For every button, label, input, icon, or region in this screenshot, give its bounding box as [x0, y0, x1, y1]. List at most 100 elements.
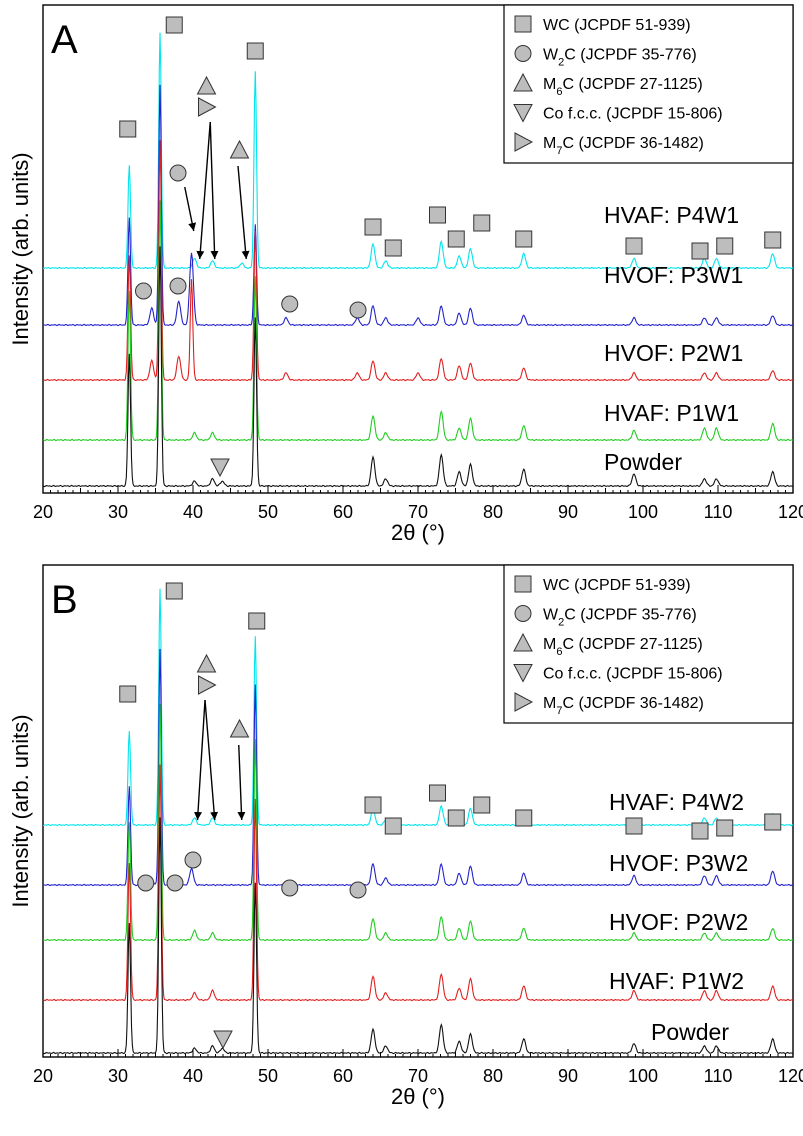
wc-square-marker [764, 231, 782, 249]
m6c-triangle-marker [513, 632, 533, 652]
m7c3-triangle-marker [514, 132, 534, 152]
x-axis-label: 2θ (°) [391, 520, 445, 545]
legend-entry-label: M7C (JCPDF 36-1482) [543, 695, 704, 717]
series-line [43, 588, 794, 827]
wc-square-marker [514, 15, 532, 33]
wc-square-marker [165, 16, 183, 34]
series-line [42, 246, 794, 488]
x-tick-label: 20 [33, 1066, 53, 1086]
w2c-circle-marker [184, 851, 202, 869]
legend-entry-label: M6C (JCPDF 27-1125) [543, 636, 703, 658]
wc-square-marker [429, 206, 446, 224]
w2c-circle-marker [137, 874, 155, 892]
series-label: HVOF: P2W1 [604, 340, 743, 366]
peak-arrow [184, 186, 197, 232]
co-fcc-triangle-marker [513, 104, 533, 123]
x-tick-label: 80 [483, 1066, 503, 1086]
w2c-circle-marker [169, 164, 187, 182]
legend: WC (JCPDF 51-939) W2C (JCPDF 35-776) M6C (… [503, 564, 794, 724]
wc-square-marker [248, 612, 266, 630]
wc-square-marker [165, 582, 183, 600]
legend-box [503, 564, 794, 724]
legend-entry-label: WC (JCPDF 51-939) [543, 17, 691, 34]
x-tick-label: 90 [558, 1066, 578, 1086]
series-line [42, 817, 794, 1055]
wc-square-marker [119, 120, 137, 138]
co-fcc-triangle-marker [513, 664, 533, 683]
series-label: HVAF: P1W2 [609, 968, 744, 994]
peak-arrow [194, 699, 206, 821]
x-tick-label: 100 [628, 502, 658, 522]
wc-square-marker [364, 796, 382, 814]
x-tick-label: 120 [778, 502, 803, 522]
legend-entry-label: WC (JCPDF 51-939) [543, 577, 691, 594]
series-label: HVAF: P1W1 [604, 400, 739, 426]
wc-square-marker [447, 230, 465, 248]
w2c-circle-marker [514, 45, 532, 62]
legend-entry-label: W2C (JCPDF 35-776) [543, 607, 697, 629]
w2c-circle-marker [349, 881, 367, 899]
panel-label: B [51, 578, 78, 622]
series-label: HVOF: P2W2 [609, 909, 748, 935]
legend-entry-label: M7C (JCPDF 36-1482) [543, 135, 704, 157]
w2c-circle-marker [166, 874, 184, 892]
wc-square-marker [691, 822, 709, 840]
x-tick-label: 50 [258, 502, 278, 522]
wc-square-marker [447, 809, 465, 827]
x-tick-label: 110 [704, 502, 733, 522]
wc-square-marker [625, 817, 643, 835]
series-line [42, 704, 794, 942]
wc-square-marker [515, 809, 533, 827]
x-tick-label: 30 [108, 1066, 128, 1086]
wc-square-marker [473, 214, 491, 232]
peak-arrow [204, 699, 219, 821]
legend-entry-label: Co f.c.c. (JCPDF 15-806) [543, 666, 723, 683]
w2c-circle-marker [349, 301, 367, 319]
wc-square-marker [716, 819, 734, 837]
wc-square-marker [119, 685, 137, 703]
m6c-triangle-marker [513, 72, 533, 92]
series-label: HVAF: P4W1 [604, 202, 739, 228]
wc-square-marker [384, 817, 402, 835]
wc-square-marker [473, 796, 491, 814]
x-tick-label: 40 [183, 502, 203, 522]
series-label: HVOF: P3W1 [604, 262, 743, 288]
peak-arrow [209, 121, 219, 260]
x-tick-label: 20 [33, 502, 53, 522]
x-tick-label: 50 [258, 1066, 278, 1086]
series-line [43, 32, 794, 270]
w2c-circle-marker [135, 282, 152, 300]
series-label: HVAF: P4W2 [609, 789, 744, 815]
series-label: Powder [604, 449, 682, 475]
legend-entry-label: M6C (JCPDF 27-1125) [543, 76, 703, 98]
legend: WC (JCPDF 51-939) W2C (JCPDF 35-776) M6C (… [503, 4, 794, 164]
peak-arrow [196, 121, 211, 260]
legend-entry-label: Co f.c.c. (JCPDF 15-806) [543, 106, 723, 123]
chart-panel-B: 20 30 40 50 60 70 80 90 100 110 120 2θ (°) Intensity… [8, 564, 803, 1109]
wc-square-marker [691, 242, 709, 260]
m7c3-triangle-marker [514, 692, 534, 712]
w2c-circle-marker [281, 295, 299, 313]
x-tick-label: 100 [628, 1066, 658, 1086]
wc-square-marker [429, 784, 446, 802]
x-tick-label: 80 [483, 502, 503, 522]
m7c3-triangle-marker [198, 675, 217, 695]
series-line [42, 84, 794, 327]
wc-square-marker [625, 237, 643, 255]
wc-square-marker [764, 813, 782, 831]
legend-box [503, 4, 794, 164]
m6c-triangle-marker [196, 75, 217, 95]
chart-panel-A: 20 30 40 50 60 70 80 90 100 110 120 2θ (°) Intensity… [8, 4, 803, 545]
wc-square-marker [384, 239, 402, 257]
x-tick-label: 70 [408, 502, 428, 522]
x-axis-label: 2θ (°) [391, 1084, 445, 1109]
wc-square-marker [246, 42, 264, 60]
m6c-triangle-marker [229, 139, 250, 159]
m7c3-triangle-marker [198, 97, 217, 117]
w2c-circle-marker [281, 879, 299, 897]
series-label: HVOF: P3W2 [609, 850, 748, 876]
x-tick-label: 30 [108, 502, 128, 522]
m6c-triangle-marker [196, 653, 217, 673]
x-tick-label: 70 [408, 1066, 428, 1086]
w2c-circle-marker [514, 605, 532, 622]
